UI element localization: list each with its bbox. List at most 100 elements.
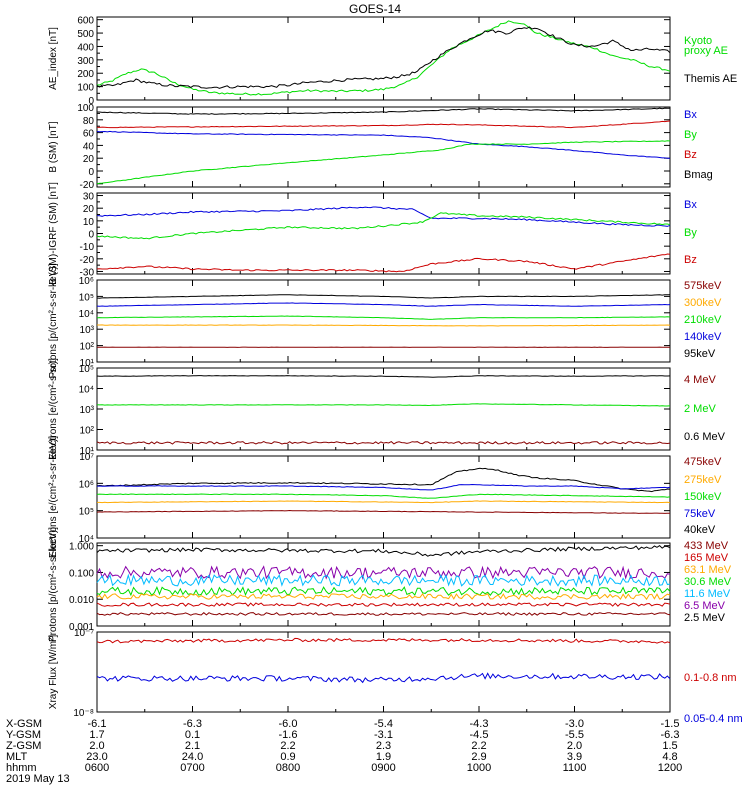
series-line-4-1 [96, 403, 671, 407]
legend-entry-6-1: 165 MeV [684, 552, 729, 564]
y-tick-label-1-3: 40 [83, 141, 95, 152]
series-line-0-1 [96, 26, 671, 89]
y-tick-label-3-3: 10⁴ [79, 309, 94, 320]
y-tick-label-2-1: -20 [80, 255, 95, 266]
x-row-value-4-4: 1000 [467, 762, 491, 774]
x-row-value-1-0: 1.7 [89, 729, 104, 741]
x-row-value-0-5: -3.0 [565, 718, 584, 730]
panel-frame-7 [96, 631, 671, 713]
legend-entry-5-2: 150keV [684, 491, 722, 503]
y-tick-label-5-3: 10⁷ [79, 452, 94, 463]
legend-entry-1-3: Bmag [684, 169, 713, 181]
y-axis-label-5: Electrons [e/(cm²-s-sr-keV)] [48, 436, 59, 558]
y-tick-label-6-0: 0.001 [69, 622, 94, 633]
legend-entry-6-6: 2.5 MeV [684, 612, 726, 624]
x-row-value-3-6: 4.8 [662, 751, 677, 763]
series-line-6-5 [96, 602, 671, 607]
legend-entry-1-1: By [684, 129, 697, 141]
y-tick-label-0-0: 0 [88, 96, 94, 107]
y-tick-label-1-6: 100 [77, 103, 94, 114]
x-row-value-0-0: -6.1 [88, 718, 107, 730]
series-line-0-0 [96, 20, 671, 96]
legend-entry-5-1: 275keV [684, 474, 722, 486]
series-line-5-1 [96, 483, 671, 491]
x-row-label-4: hhmm [6, 762, 37, 774]
x-row-value-0-2: -6.0 [279, 718, 298, 730]
series-line-3-2 [96, 315, 671, 320]
y-tick-label-0-4: 400 [77, 42, 94, 53]
y-tick-label-2-5: 20 [83, 204, 95, 215]
series-line-3-3 [97, 324, 671, 327]
series-line-2-1 [96, 212, 671, 240]
series-line-5-0 [96, 467, 671, 493]
y-axis-label-7: Xray Flux [W/m²] [48, 635, 59, 710]
y-tick-label-4-0: 10¹ [80, 446, 95, 457]
y-tick-label-1-4: 60 [83, 129, 95, 140]
x-row-value-2-4: 2.2 [471, 740, 486, 752]
legend-entry-0-2: Themis AE [684, 73, 737, 85]
y-tick-label-4-4: 10⁵ [79, 364, 94, 375]
y-tick-label-3-2: 10³ [80, 325, 95, 336]
y-tick-label-0-6: 600 [77, 16, 94, 27]
y-tick-label-2-2: -10 [80, 242, 95, 253]
x-row-value-1-2: -1.6 [279, 729, 298, 741]
x-row-value-4-5: 1100 [563, 762, 587, 774]
x-row-value-2-6: 1.5 [662, 740, 677, 752]
y-tick-label-7-0: 10⁻⁸ [73, 708, 94, 719]
x-row-value-2-3: 2.3 [376, 740, 391, 752]
legend-entry-6-4: 11.6 MeV [684, 588, 731, 600]
x-row-value-0-3: -5.4 [374, 718, 393, 730]
panel-frame-1 [96, 106, 671, 188]
y-tick-label-4-3: 10⁴ [79, 385, 94, 396]
panel-frame-2 [96, 192, 671, 275]
y-axis-label-4: Electrons [e/(cm²-s-sr)] [48, 358, 59, 460]
y-tick-label-7-1: 10⁻⁷ [74, 628, 94, 639]
x-row-value-0-1: -6.3 [183, 718, 202, 730]
y-tick-label-0-5: 500 [77, 29, 94, 40]
y-tick-label-6-3: 1.000 [69, 542, 94, 553]
series-line-5-3 [97, 500, 671, 504]
x-row-value-3-0: 23.0 [86, 751, 107, 763]
x-row-value-2-2: 2.2 [280, 740, 295, 752]
legend-entry-0-1: proxy AE [684, 45, 728, 57]
series-line-1-2 [96, 130, 670, 159]
legend-entry-6-0: 433 MeV [684, 540, 729, 552]
series-line-6-4 [96, 592, 671, 601]
series-line-7-1 [96, 672, 671, 684]
y-tick-label-5-0: 10⁴ [79, 534, 94, 545]
legend-entry-7-1: 0.05-0.4 nm [684, 713, 743, 725]
y-tick-label-1-2: 20 [83, 154, 95, 165]
series-line-5-2 [96, 493, 671, 499]
y-axis-label-0: AE_index [nT] [48, 27, 59, 90]
x-row-value-4-6: 1200 [658, 762, 682, 774]
series-line-2-0 [96, 206, 671, 227]
series-line-6-3 [96, 586, 671, 597]
y-tick-label-0-3: 300 [77, 56, 94, 67]
y-tick-label-5-2: 10⁶ [79, 479, 94, 490]
panel-frame-3 [96, 279, 671, 363]
x-row-value-4-1: 0700 [180, 762, 204, 774]
panel-frame-5 [96, 455, 671, 539]
x-row-value-0-4: -4.3 [470, 718, 489, 730]
y-tick-label-3-1: 10² [80, 342, 95, 353]
y-tick-label-1-1: 0 [88, 167, 94, 178]
x-row-value-3-5: 3.9 [567, 751, 582, 763]
x-row-value-4-3: 0900 [371, 762, 395, 774]
legend-entry-6-3: 30.6 MeV [684, 576, 732, 588]
legend-entry-1-0: Bx [684, 109, 697, 121]
y-tick-label-2-4: 10 [83, 217, 95, 228]
series-line-6-2 [96, 573, 671, 588]
x-row-value-3-2: 0.9 [280, 751, 295, 763]
x-row-label-1: Y-GSM [6, 729, 41, 741]
x-row-value-3-4: 2.9 [471, 751, 486, 763]
legend-entry-3-4: 95keV [684, 348, 716, 360]
x-row-value-1-6: -6.3 [661, 729, 680, 741]
series-line-1-0 [97, 107, 670, 115]
legend-entry-4-0: 4 MeV [684, 374, 716, 386]
x-row-value-3-1: 24.0 [182, 751, 203, 763]
legend-entry-4-1: 2 MeV [684, 403, 716, 415]
x-row-value-4-0: 0600 [85, 762, 109, 774]
series-line-6-1 [96, 565, 671, 580]
y-tick-label-4-2: 10³ [80, 405, 95, 416]
